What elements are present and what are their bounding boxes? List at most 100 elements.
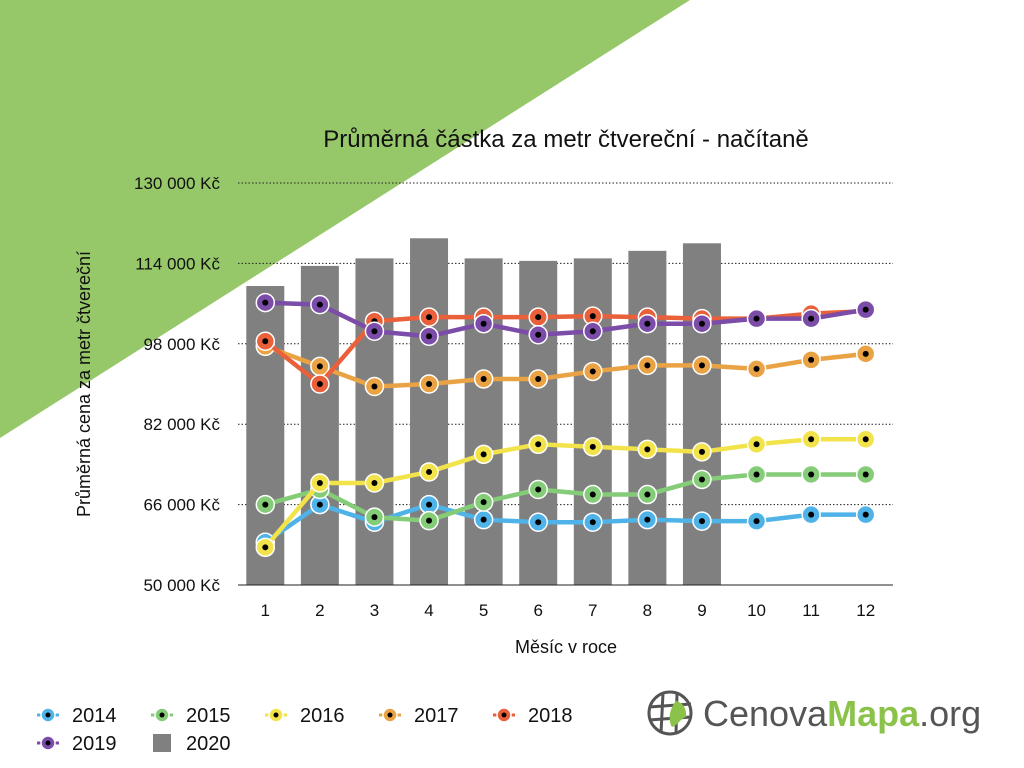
legend-label: 2017 bbox=[414, 705, 459, 727]
point-center-dot bbox=[535, 519, 542, 526]
globe-icon bbox=[647, 690, 693, 736]
point-center-dot bbox=[808, 436, 815, 443]
point-center-dot bbox=[480, 499, 487, 506]
bar-2020-month-3 bbox=[355, 258, 394, 585]
point-center-dot bbox=[589, 491, 596, 498]
point-center-dot bbox=[698, 448, 705, 455]
legend-swatch-dot bbox=[159, 712, 165, 718]
point-center-dot bbox=[753, 315, 760, 322]
logo-text-cenova: Cenova bbox=[703, 693, 828, 734]
point-center-dot bbox=[480, 516, 487, 523]
x-tick-label: 8 bbox=[643, 601, 652, 620]
legend-swatch-dot bbox=[387, 712, 393, 718]
bar-2020-month-4 bbox=[410, 238, 449, 585]
point-center-dot bbox=[753, 518, 760, 525]
point-center-dot bbox=[426, 314, 433, 321]
point-center-dot bbox=[589, 313, 596, 320]
legend-item-2020: 2020 bbox=[153, 733, 231, 755]
bar-2020-month-5 bbox=[464, 258, 503, 585]
point-center-dot bbox=[316, 363, 323, 370]
y-tick-label: 50 000 Kč bbox=[143, 576, 220, 595]
y-tick-label: 66 000 Kč bbox=[143, 496, 220, 515]
point-center-dot bbox=[644, 362, 651, 369]
point-center-dot bbox=[644, 491, 651, 498]
series-2019 bbox=[255, 292, 876, 347]
bar-2020-month-9 bbox=[682, 243, 721, 586]
point-center-dot bbox=[589, 443, 596, 450]
legend-swatch-dot bbox=[501, 712, 507, 718]
y-tick-label: 82 000 Kč bbox=[143, 415, 220, 434]
bar-2020-month-8 bbox=[628, 250, 667, 585]
point-center-dot bbox=[644, 446, 651, 453]
point-center-dot bbox=[535, 331, 542, 338]
x-tick-label: 1 bbox=[261, 601, 270, 620]
point-center-dot bbox=[753, 441, 760, 448]
y-tick-label: 98 000 Kč bbox=[143, 335, 220, 354]
point-center-dot bbox=[426, 468, 433, 475]
legend-item-2014: 2014 bbox=[37, 705, 117, 727]
bar-series-2020 bbox=[246, 238, 721, 586]
series-2016 bbox=[255, 429, 876, 558]
point-center-dot bbox=[535, 375, 542, 382]
y-axis-label: Průměrná cena za metr čtvereční bbox=[74, 251, 94, 517]
point-center-dot bbox=[426, 381, 433, 387]
point-center-dot bbox=[808, 511, 815, 518]
point-center-dot bbox=[262, 338, 269, 345]
point-center-dot bbox=[698, 476, 705, 483]
x-tick-label: 10 bbox=[747, 601, 766, 620]
y-tick-label: 114 000 Kč bbox=[135, 254, 220, 273]
point-center-dot bbox=[698, 320, 705, 327]
y-tick-label: 130 000 Kč bbox=[134, 174, 221, 193]
point-center-dot bbox=[480, 451, 487, 458]
point-center-dot bbox=[426, 501, 433, 508]
point-center-dot bbox=[426, 517, 433, 524]
legend-item-2016: 2016 bbox=[265, 705, 345, 727]
point-center-dot bbox=[698, 518, 705, 525]
point-center-dot bbox=[371, 383, 378, 390]
bar-2020-month-2 bbox=[300, 265, 339, 585]
legend-label: 2015 bbox=[186, 705, 231, 727]
line-series bbox=[255, 292, 876, 558]
y-axis-ticks: 50 000 Kč 66 000 Kč 82 000 Kč 98 000 Kč 114 … bbox=[134, 174, 221, 595]
point-center-dot bbox=[589, 328, 596, 335]
point-center-dot bbox=[371, 328, 378, 335]
legend-label: 2019 bbox=[72, 733, 117, 755]
point-center-dot bbox=[862, 306, 869, 313]
point-center-dot bbox=[426, 333, 433, 340]
point-center-dot bbox=[862, 350, 869, 357]
line-2019 bbox=[263, 300, 868, 339]
legend-item-2018: 2018 bbox=[493, 705, 573, 727]
x-tick-label: 5 bbox=[479, 601, 488, 620]
x-tick-label: 7 bbox=[588, 601, 597, 620]
point-center-dot bbox=[589, 368, 596, 375]
point-center-dot bbox=[371, 514, 378, 521]
point-center-dot bbox=[589, 519, 596, 526]
x-axis-label: Měsíc v roce bbox=[515, 637, 617, 657]
legend-label: 2016 bbox=[300, 705, 345, 727]
point-center-dot bbox=[480, 375, 487, 382]
cenovamapa-logo: CenovaMapa.org bbox=[647, 690, 981, 736]
x-tick-label: 9 bbox=[697, 601, 706, 620]
point-center-dot bbox=[808, 356, 815, 363]
point-center-dot bbox=[808, 471, 815, 478]
point-center-dot bbox=[262, 299, 269, 306]
x-tick-label: 11 bbox=[802, 601, 820, 620]
legend-label: 2020 bbox=[186, 733, 231, 755]
point-center-dot bbox=[262, 544, 269, 551]
point-center-dot bbox=[480, 320, 487, 327]
legend-swatch-dot bbox=[45, 740, 51, 746]
point-center-dot bbox=[862, 471, 869, 478]
point-center-dot bbox=[316, 381, 323, 387]
point-center-dot bbox=[316, 479, 323, 486]
line-2017 bbox=[263, 344, 868, 389]
point-center-dot bbox=[371, 479, 378, 486]
series-2015 bbox=[255, 464, 876, 531]
point-center-dot bbox=[698, 362, 705, 369]
green-corner-triangle bbox=[0, 0, 690, 438]
x-tick-label: 2 bbox=[315, 601, 324, 620]
point-center-dot bbox=[644, 320, 651, 327]
legend-item-2019: 2019 bbox=[37, 733, 117, 755]
line-2014 bbox=[263, 502, 868, 545]
point-center-dot bbox=[535, 441, 542, 448]
series-2017 bbox=[255, 336, 876, 397]
